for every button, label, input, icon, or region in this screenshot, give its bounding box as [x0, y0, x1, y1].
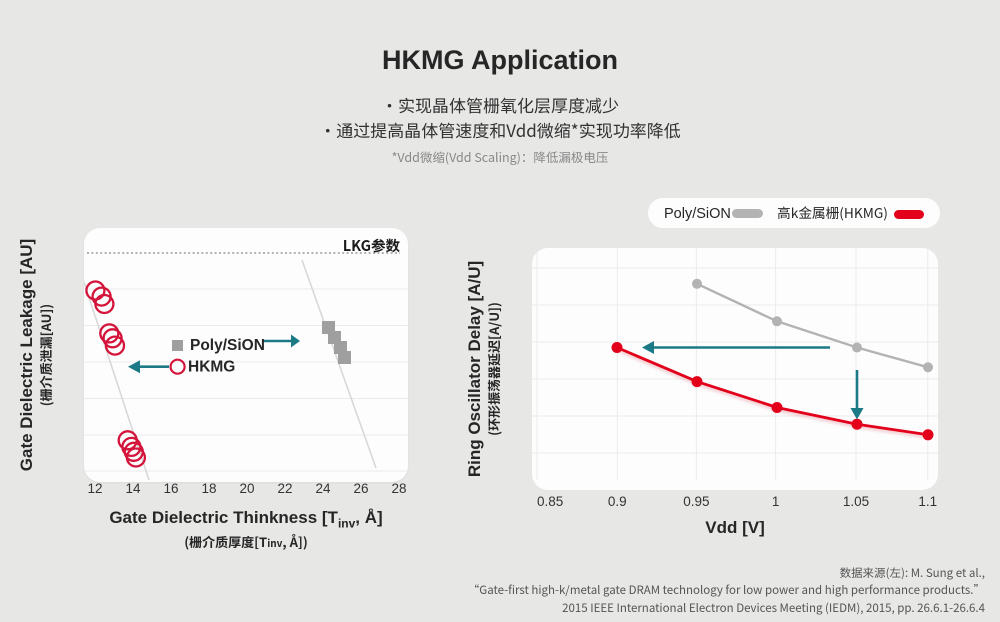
svg-text:0.85: 0.85 [537, 494, 563, 509]
svg-text:LKG参数: LKG参数 [343, 235, 401, 256]
svg-text:Poly/SiON: Poly/SiON [190, 337, 265, 354]
svg-text:24: 24 [315, 481, 331, 496]
svg-text:1.1: 1.1 [918, 494, 937, 509]
svg-text:20: 20 [239, 481, 254, 496]
svg-text:1.05: 1.05 [843, 494, 869, 509]
svg-text:0.95: 0.95 [683, 494, 709, 509]
svg-text:14: 14 [125, 481, 141, 496]
svg-text:22: 22 [277, 481, 292, 496]
svg-text:1: 1 [772, 494, 780, 509]
svg-text:18: 18 [201, 481, 216, 496]
svg-text:12: 12 [87, 481, 102, 496]
svg-text:16: 16 [163, 481, 178, 496]
svg-text:28: 28 [391, 481, 406, 496]
svg-text:高k金属栅(HKMG): 高k金属栅(HKMG) [777, 202, 888, 222]
svg-text:HKMG: HKMG [188, 359, 235, 376]
svg-text:26: 26 [353, 481, 368, 496]
svg-text:0.9: 0.9 [608, 494, 627, 509]
svg-text:Poly/SiON: Poly/SiON [664, 206, 731, 222]
